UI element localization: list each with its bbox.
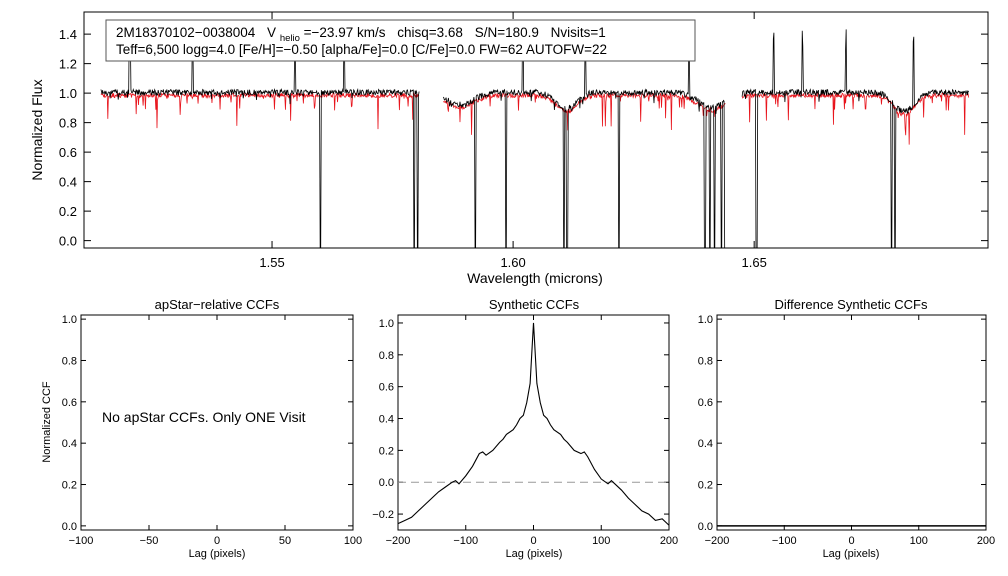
synth-xlabel: Lag (pixels) [506, 548, 563, 560]
apstar-ccf-panel: −100 −50 0 50 100 0.0 0.2 0.4 0.6 0.8 1.0 apStar−r… [41, 297, 362, 560]
synthetic-spectrum-segment [442, 92, 726, 135]
y-tick-label: 1.0 [62, 314, 77, 326]
synthetic-spectrum-segment [100, 91, 420, 130]
x-tick-label: −50 [140, 535, 159, 547]
x-tick-label: 1.60 [500, 255, 525, 270]
y-tick-label: 0.6 [379, 382, 394, 394]
y-tick-label: 0.6 [62, 397, 77, 409]
y-tick-label: 0.6 [698, 397, 713, 409]
y-tick-label: 1.4 [59, 27, 77, 42]
diff-xlabel: Lag (pixels) [823, 548, 880, 560]
y-tick-label: 0.8 [59, 116, 77, 131]
x-tick-label: 0 [530, 535, 536, 547]
annotation-line-2: Teff=6,500 logg=4.0 [Fe/H]=−0.50 [alpha/… [116, 42, 607, 57]
v-helio-prefix: V [267, 25, 276, 40]
difference-ccf-panel: −200 −100 0 100 200 0.0 0.2 0.4 0.6 0.8 1.0 Differ… [698, 297, 995, 560]
x-tick-label: 1.65 [742, 255, 767, 270]
y-tick-label: 0.0 [59, 234, 77, 249]
v-helio-value: =−23.97 km/s [304, 25, 386, 40]
x-tick-label: 0 [214, 535, 220, 547]
x-tick-label: 0 [848, 535, 854, 547]
x-tick-label: −100 [772, 535, 797, 547]
y-tick-label: −0.2 [372, 509, 394, 521]
apstar-ticks: −100 −50 0 50 100 0.0 0.2 0.4 0.6 0.8 1.0 [62, 314, 362, 547]
observed-spectrum [100, 29, 970, 249]
y-tick-label: 1.2 [59, 57, 77, 72]
x-tick-label: 100 [910, 535, 928, 547]
synthetic-ccf-curve [397, 322, 670, 526]
annotation-box [105, 19, 696, 62]
x-tick-label: 200 [977, 535, 995, 547]
apstar-message: No apStar CCFs. Only ONE Visit [102, 409, 306, 425]
observed-spectrum-segment [100, 33, 420, 249]
apstar-xlabel: Lag (pixels) [189, 548, 246, 560]
spectrum-xlabel: Wavelength (microns) [467, 270, 603, 286]
x-tick-label: 100 [592, 535, 610, 547]
y-tick-label: 0.2 [62, 480, 77, 492]
spectrum-ticks: 1.55 1.60 1.65 0.0 0.2 0.4 0.6 0.8 1.0 1.2 1.4 [59, 12, 988, 270]
diff-frame [716, 314, 987, 531]
spectrum-ylabel: Normalized Flux [29, 79, 45, 180]
star-id: 2M18370102−0038004 [116, 25, 256, 40]
spectrum-frame [83, 11, 989, 249]
y-tick-label: 0.0 [698, 521, 713, 533]
x-tick-label: 200 [660, 535, 678, 547]
y-tick-label: 0.8 [62, 355, 77, 367]
y-tick-label: 0.4 [379, 414, 394, 426]
x-tick-label: 50 [279, 535, 291, 547]
y-tick-label: 0.4 [59, 175, 77, 190]
x-tick-label: −200 [386, 535, 411, 547]
x-tick-label: −100 [453, 535, 478, 547]
y-tick-label: 0.0 [62, 521, 77, 533]
synthetic-spectrum [100, 91, 970, 145]
y-tick-label: 0.2 [59, 204, 77, 219]
x-tick-label: −100 [69, 535, 94, 547]
apstar-title: apStar−relative CCFs [155, 297, 280, 312]
snr: S/N=180.9 [475, 25, 539, 40]
y-tick-label: 1.0 [59, 86, 77, 101]
y-tick-label: 0.4 [62, 438, 77, 450]
synthetic-ccf-panel: −200 −100 0 100 200 −0.2 0.0 0.2 0.4 0.6 0.8 1.0 Sy… [372, 297, 678, 560]
y-tick-label: 0.2 [698, 480, 713, 492]
y-tick-label: 0.6 [59, 145, 77, 160]
chisq: chisq=3.68 [397, 25, 463, 40]
nvisits: Nvisits=1 [551, 25, 606, 40]
observed-spectrum-segment [442, 32, 726, 249]
y-tick-label: 1.0 [379, 318, 394, 330]
y-tick-label: 0.2 [379, 445, 394, 457]
spectrum-panel: 1.55 1.60 1.65 0.0 0.2 0.4 0.6 0.8 1.0 1.2 1.4 Wav… [29, 11, 989, 286]
v-helio-sub: helio [280, 33, 300, 44]
x-tick-label: −200 [705, 535, 730, 547]
y-tick-label: 0.0 [379, 477, 394, 489]
x-tick-label: 1.55 [259, 255, 284, 270]
y-tick-label: 0.8 [698, 355, 713, 367]
synth-title: Synthetic CCFs [489, 297, 580, 312]
x-tick-label: 100 [344, 535, 362, 547]
apstar-ylabel: Normalized CCF [41, 381, 53, 463]
synth-ticks: −200 −100 0 100 200 −0.2 0.0 0.2 0.4 0.6 0.8 1.0 [372, 315, 678, 547]
y-tick-label: 0.4 [698, 438, 713, 450]
y-tick-label: 1.0 [698, 314, 713, 326]
diff-ticks: −200 −100 0 100 200 0.0 0.2 0.4 0.6 0.8 1.0 [698, 314, 995, 547]
y-tick-label: 0.8 [379, 350, 394, 362]
observed-spectrum-segment [741, 29, 970, 249]
diff-title: Difference Synthetic CCFs [775, 297, 928, 312]
annotation-line-1: 2M18370102−0038004 V helio =−23.97 km/s … [116, 25, 606, 44]
synthetic-spectrum-segment [741, 92, 970, 145]
